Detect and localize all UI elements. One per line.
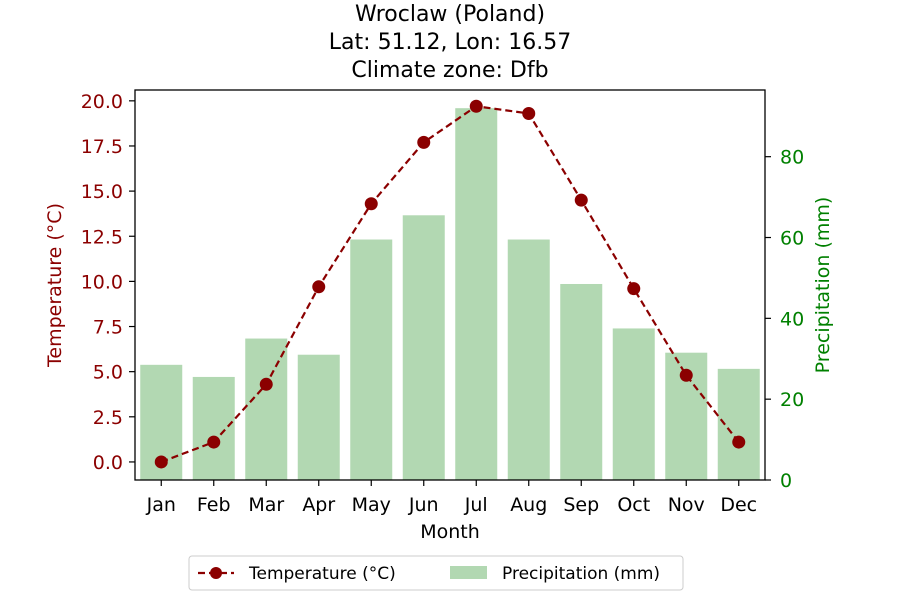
x-axis-label: Month: [420, 521, 480, 543]
temperature-point-aug: [522, 106, 536, 120]
title-line-3: Climate zone: Dfb: [351, 58, 548, 83]
temperature-point-nov: [679, 368, 693, 382]
precipitation-bar-sep: [560, 283, 603, 480]
temperature-series-line: [160, 105, 740, 463]
x-tick-label-apr: Apr: [302, 494, 335, 516]
right-y-axis: 0 20 40 60 80: [765, 147, 804, 492]
left-tick-label: 15.0: [81, 181, 123, 203]
title-line-1: Wroclaw (Poland): [355, 2, 545, 27]
x-tick-label-mar: Mar: [248, 494, 284, 516]
temperature-point-jan: [154, 455, 168, 469]
precipitation-bar-feb: [192, 376, 235, 480]
title-line-2: Lat: 51.12, Lon: 16.57: [329, 30, 571, 55]
left-tick-label: 0.0: [93, 452, 123, 474]
x-tick-label-aug: Aug: [510, 494, 547, 516]
precipitation-bar-jun: [402, 215, 445, 480]
temperature-point-oct: [627, 282, 641, 296]
temperature-point-dec: [732, 435, 746, 449]
plot-frame: [134, 89, 766, 481]
precipitation-bar-apr: [297, 354, 340, 480]
left-tick-label: 17.5: [81, 136, 123, 158]
right-tick-label: 40: [780, 308, 804, 330]
left-tick-label: 20.0: [81, 91, 123, 113]
legend-frame: [188, 555, 684, 591]
precipitation-bar-mar: [245, 338, 288, 480]
legend-precipitation-label: Precipitation (mm): [502, 564, 660, 584]
left-tick-label: 5.0: [93, 362, 123, 384]
left-y-axis: 0.0 2.5 5.0 7.5 10.0 12.5 15.0 17.5 20.0: [81, 91, 135, 474]
x-tick-label-may: May: [352, 494, 391, 516]
precipitation-bar-aug: [507, 239, 550, 480]
x-axis: Jan Feb Mar Apr May Jun Jul Aug Sep Oct Nov Dec: [146, 480, 757, 516]
precipitation-bar-oct: [612, 328, 655, 480]
temperature-point-may: [364, 197, 378, 211]
left-tick-label: 10.0: [81, 271, 123, 293]
x-tick-label-feb: Feb: [197, 494, 231, 516]
x-tick-label-dec: Dec: [720, 494, 757, 516]
temperature-point-apr: [312, 280, 326, 294]
right-tick-label: 0: [780, 470, 792, 492]
right-tick-label: 80: [780, 147, 804, 169]
x-tick-label-jun: Jun: [408, 494, 439, 516]
legend-precipitation-swatch: [450, 566, 487, 579]
temperature-point-jun: [417, 135, 431, 149]
x-tick-label-jul: Jul: [464, 494, 488, 516]
temperature-line: [154, 99, 746, 469]
legend-temperature-swatch-marker: [210, 567, 222, 579]
right-y-axis-label: Precipitation (mm): [812, 197, 834, 374]
right-tick-label: 20: [780, 389, 804, 411]
temperature-point-feb: [207, 435, 221, 449]
temperature-point-jul: [469, 99, 483, 113]
x-tick-label-sep: Sep: [563, 494, 599, 516]
legend-temperature-label: Temperature (°C): [248, 564, 396, 584]
precipitation-bars: [140, 108, 760, 481]
left-tick-label: 2.5: [93, 407, 123, 429]
temperature-point-mar: [259, 377, 273, 391]
x-tick-label-jan: Jan: [146, 494, 176, 516]
temperature-point-sep: [574, 193, 588, 207]
left-y-axis-label: Temperature (°C): [44, 203, 66, 368]
precipitation-bar-jul: [455, 108, 498, 481]
chart-title: Wroclaw (Poland) Lat: 51.12, Lon: 16.57 …: [329, 2, 571, 83]
left-tick-label: 12.5: [81, 226, 123, 248]
x-tick-label-nov: Nov: [668, 494, 705, 516]
precipitation-bar-may: [350, 239, 393, 480]
legend: Temperature (°C) Precipitation (mm): [188, 555, 684, 591]
right-tick-label: 60: [780, 228, 804, 250]
left-tick-label: 7.5: [93, 317, 123, 339]
x-tick-label-oct: Oct: [617, 494, 650, 516]
